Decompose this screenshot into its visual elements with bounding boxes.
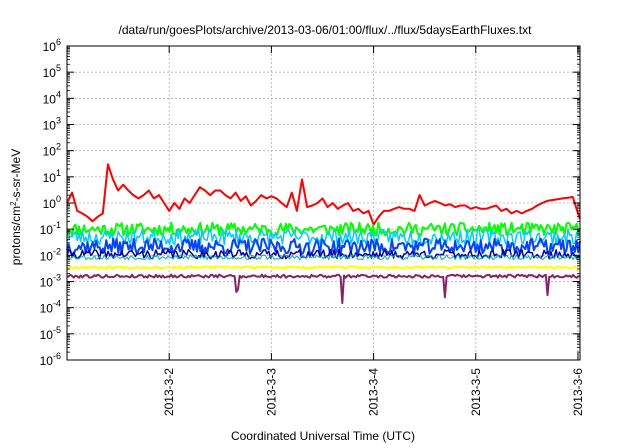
y-tick-label: 103: [43, 116, 61, 133]
series-line-2: [66, 221, 581, 237]
y-tick-labels: 10-6 10-5 10-4 10-3 10-2 10-1 100 101 102 103 104 1…: [40, 37, 61, 368]
y-tick-label: 10-3: [40, 273, 61, 290]
y-axis-label-main: protons/cm: [9, 206, 23, 265]
y-tick-label: 104: [43, 89, 61, 106]
y-tick-label: 10-2: [40, 246, 61, 263]
x-tick-labels: 2013-3-2 2013-3-3 2013-3-4 2013-3-5 2013-3-6: [162, 368, 585, 416]
x-axis-label: Coordinated Universal Time (UTC): [231, 429, 415, 443]
x-tick-label: 2013-3-4: [367, 368, 381, 416]
series-line-6: [66, 254, 581, 261]
y-tick-label: 10-4: [40, 299, 61, 316]
axis-ticks: [67, 45, 580, 361]
series-line-7: [66, 265, 581, 270]
y-tick-label: 102: [43, 142, 61, 159]
series-line-8: [66, 273, 581, 305]
x-tick-label: 2013-3-5: [469, 368, 483, 416]
series-line-4: [66, 237, 581, 256]
series-line-1: [66, 163, 581, 226]
y-tick-label: 10-1: [40, 220, 61, 237]
y-tick-label: 106: [43, 37, 61, 54]
chart-title: /data/run/goesPlots/archive/2013-03-06/0…: [119, 23, 533, 37]
grid-lines: [67, 46, 580, 360]
y-axis-label-superscript: 2: [9, 201, 18, 206]
y-tick-label: 10-5: [40, 325, 61, 342]
series-line-3: [66, 228, 581, 246]
x-tick-label: 2013-3-6: [571, 368, 585, 416]
data-series: [66, 163, 581, 305]
y-tick-label: 105: [43, 63, 61, 80]
x-tick-label: 2013-3-2: [162, 368, 176, 416]
x-tick-label: 2013-3-3: [264, 368, 278, 416]
y-tick-label: 10-6: [40, 351, 61, 368]
y-tick-label: 101: [43, 168, 61, 185]
y-tick-label: 100: [43, 194, 61, 211]
y-axis-label-unit: -s-sr-MeV: [9, 149, 23, 202]
y-axis-label: protons/cm2-s-sr-MeV: [9, 149, 24, 265]
